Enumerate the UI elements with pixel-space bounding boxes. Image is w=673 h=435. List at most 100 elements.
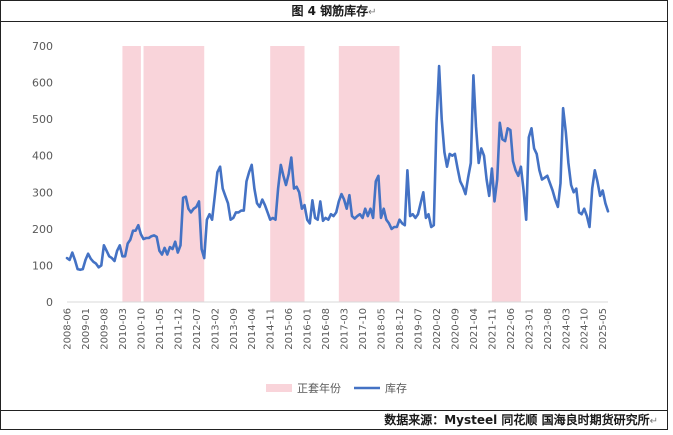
x-tick-label: 2021-04 <box>469 308 480 350</box>
data-point <box>411 213 414 216</box>
data-point <box>572 191 575 194</box>
data-point <box>166 253 169 256</box>
data-point <box>549 182 551 185</box>
x-tick-label: 2022-06 <box>506 308 517 350</box>
data-point <box>454 153 456 155</box>
data-point <box>258 206 261 208</box>
data-point <box>514 169 517 172</box>
data-point <box>111 257 113 259</box>
legend-label-band: 正套年份 <box>297 381 341 395</box>
legend: 正套年份 库存 <box>266 381 407 395</box>
data-point <box>184 195 187 198</box>
x-tick-label: 2021-11 <box>487 308 498 350</box>
data-point <box>68 259 71 261</box>
data-point <box>206 218 208 221</box>
data-point <box>126 242 129 245</box>
data-point <box>216 171 219 174</box>
data-point <box>543 176 546 179</box>
x-tick-label: 2020-02 <box>432 308 443 350</box>
data-point <box>108 255 111 258</box>
data-point <box>359 213 361 216</box>
data-point <box>588 226 591 228</box>
data-point <box>483 154 485 157</box>
data-point <box>388 222 390 225</box>
data-point <box>327 218 330 221</box>
data-point <box>525 218 528 221</box>
x-tick-label: 2015-06 <box>284 308 295 350</box>
data-point <box>504 140 506 143</box>
data-point <box>100 264 103 267</box>
x-tick-label: 2010-03 <box>118 308 129 350</box>
x-tick-label: 2025-05 <box>598 308 609 350</box>
data-point <box>76 268 79 270</box>
data-point <box>527 136 530 139</box>
data-point <box>427 213 430 216</box>
data-point <box>374 180 377 183</box>
data-point <box>446 165 448 168</box>
spread-year-band <box>270 46 305 302</box>
data-point <box>520 165 522 168</box>
data-point <box>169 246 171 249</box>
data-point <box>512 160 514 163</box>
data-point <box>559 182 562 185</box>
x-tick-label: 2008-06 <box>63 308 74 350</box>
x-tick-label: 2016-01 <box>303 308 314 350</box>
data-point <box>195 206 198 208</box>
data-point <box>557 206 559 208</box>
data-point <box>583 207 586 210</box>
data-point <box>74 259 76 261</box>
data-point <box>607 210 609 213</box>
data-point <box>113 260 116 262</box>
data-point <box>303 204 306 207</box>
x-tick-label: 2012-07 <box>192 308 203 350</box>
data-point <box>190 211 192 214</box>
data-point <box>66 257 68 259</box>
data-point <box>124 255 126 258</box>
data-point <box>469 162 472 164</box>
data-point <box>235 211 237 214</box>
data-point <box>298 191 301 194</box>
data-point <box>261 198 264 201</box>
y-axis-ticks: 0 100 200 300 400 500 600 700 <box>32 40 53 309</box>
data-point <box>137 224 140 227</box>
data-point <box>580 213 583 216</box>
data-point <box>488 195 491 197</box>
data-point <box>103 244 105 247</box>
data-point <box>116 249 118 252</box>
data-point <box>192 207 195 210</box>
data-point <box>353 217 356 220</box>
data-point <box>345 207 348 210</box>
data-point <box>219 165 222 168</box>
source-text: 数据来源：Mysteel 同花顺 国海良时期货研究所 <box>384 413 650 427</box>
data-point <box>221 187 224 190</box>
data-point <box>396 226 398 228</box>
data-point <box>330 213 332 216</box>
x-tick-label: 2024-10 <box>580 308 591 350</box>
x-tick-label: 2023-08 <box>543 308 554 350</box>
data-point <box>475 125 477 128</box>
x-tick-label: 2020-09 <box>450 308 461 350</box>
data-point <box>485 178 488 181</box>
data-point <box>332 215 335 218</box>
data-point <box>382 207 385 210</box>
source-note: 数据来源：Mysteel 同花顺 国海良时期货研究所↵ <box>0 410 668 430</box>
data-point <box>158 249 161 252</box>
data-point <box>224 195 227 197</box>
data-point <box>567 162 570 164</box>
data-point <box>240 209 243 212</box>
data-point <box>422 191 425 194</box>
y-tick-label: 700 <box>32 40 53 53</box>
data-point <box>121 255 124 258</box>
data-point <box>324 217 327 219</box>
data-point <box>506 127 509 130</box>
data-point <box>403 224 406 227</box>
data-point <box>79 268 82 271</box>
data-point <box>95 262 97 265</box>
data-point <box>425 217 427 219</box>
data-point <box>203 257 206 259</box>
data-point <box>438 65 440 67</box>
data-point <box>364 207 367 210</box>
data-point <box>501 138 504 141</box>
data-point <box>517 174 520 177</box>
